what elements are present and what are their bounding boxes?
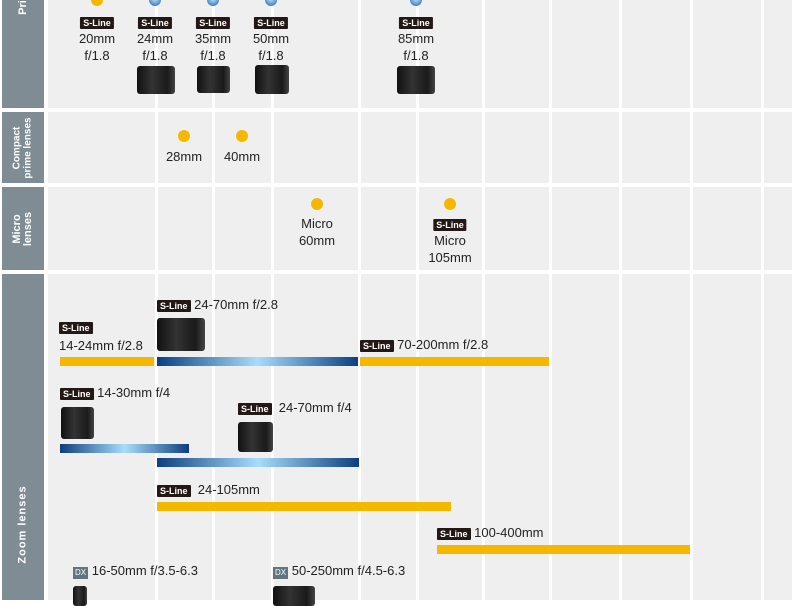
lens-image bbox=[137, 66, 175, 94]
lens-image bbox=[238, 422, 273, 452]
lens-prime-20: S-Line 20mm f/1.8 bbox=[78, 17, 116, 63]
marker-dot bbox=[236, 130, 248, 142]
section-label-prime: Pri bbox=[2, 0, 44, 108]
lens-zoom-24-105: S-Line 24-105mm bbox=[157, 481, 260, 498]
section-label-micro: Micro lenses bbox=[2, 187, 44, 270]
marker-dot bbox=[207, 0, 219, 6]
marker-dot bbox=[311, 198, 323, 210]
lens-micro-60: Micro 60mm bbox=[298, 216, 336, 248]
lens-zoom-100-400: S-Line 100-400mm bbox=[437, 524, 544, 541]
lens-compact-40: 40mm bbox=[223, 149, 261, 164]
lens-micro-105: S-Line Micro 105mm bbox=[428, 219, 472, 265]
range-bar bbox=[60, 357, 154, 366]
range-bar bbox=[157, 357, 358, 366]
lens-prime-85: S-Line 85mm f/1.8 bbox=[397, 17, 435, 63]
lens-image bbox=[73, 586, 87, 606]
section-label-compact: Compact prime lenses bbox=[2, 112, 44, 183]
lens-zoom-14-24: S-Line 14-24mm f/2.8 bbox=[59, 322, 143, 353]
lens-zoom-24-70-28: S-Line 24-70mm f/2.8 bbox=[157, 296, 278, 313]
range-bar bbox=[360, 357, 549, 366]
marker-dot bbox=[178, 130, 190, 142]
range-bar bbox=[157, 458, 359, 467]
panel-micro bbox=[48, 187, 792, 270]
lens-image bbox=[255, 65, 289, 94]
lens-image bbox=[397, 66, 435, 94]
lens-zoom-14-30: S-Line 14-30mm f/4 bbox=[60, 384, 170, 401]
lens-image bbox=[197, 66, 230, 93]
marker-dot bbox=[91, 0, 103, 6]
panel-compact bbox=[48, 112, 792, 183]
lens-prime-50: S-Line 50mm f/1.8 bbox=[252, 17, 290, 63]
lens-zoom-24-70-4: S-Line 24-70mm f/4 bbox=[238, 399, 352, 416]
marker-dot bbox=[265, 0, 277, 6]
marker-dot bbox=[410, 0, 422, 6]
lens-image bbox=[273, 586, 315, 606]
marker-dot bbox=[444, 198, 456, 210]
section-label-zoom: Zoom lenses bbox=[2, 274, 44, 600]
marker-dot bbox=[149, 0, 161, 6]
range-bar bbox=[437, 545, 690, 554]
lens-prime-35: S-Line 35mm f/1.8 bbox=[194, 17, 232, 63]
lens-prime-24: S-Line 24mm f/1.8 bbox=[136, 17, 174, 63]
lens-zoom-16-50: DX 16-50mm f/3.5-6.3 bbox=[73, 563, 198, 579]
lens-zoom-70-200: S-Line 70-200mm f/2.8 bbox=[360, 336, 488, 353]
range-bar bbox=[157, 502, 451, 511]
lens-zoom-50-250: DX 50-250mm f/4.5-6.3 bbox=[273, 563, 406, 579]
range-bar bbox=[60, 444, 189, 453]
lens-compact-28: 28mm bbox=[165, 149, 203, 164]
lens-image bbox=[61, 407, 94, 439]
lens-image bbox=[157, 318, 205, 351]
